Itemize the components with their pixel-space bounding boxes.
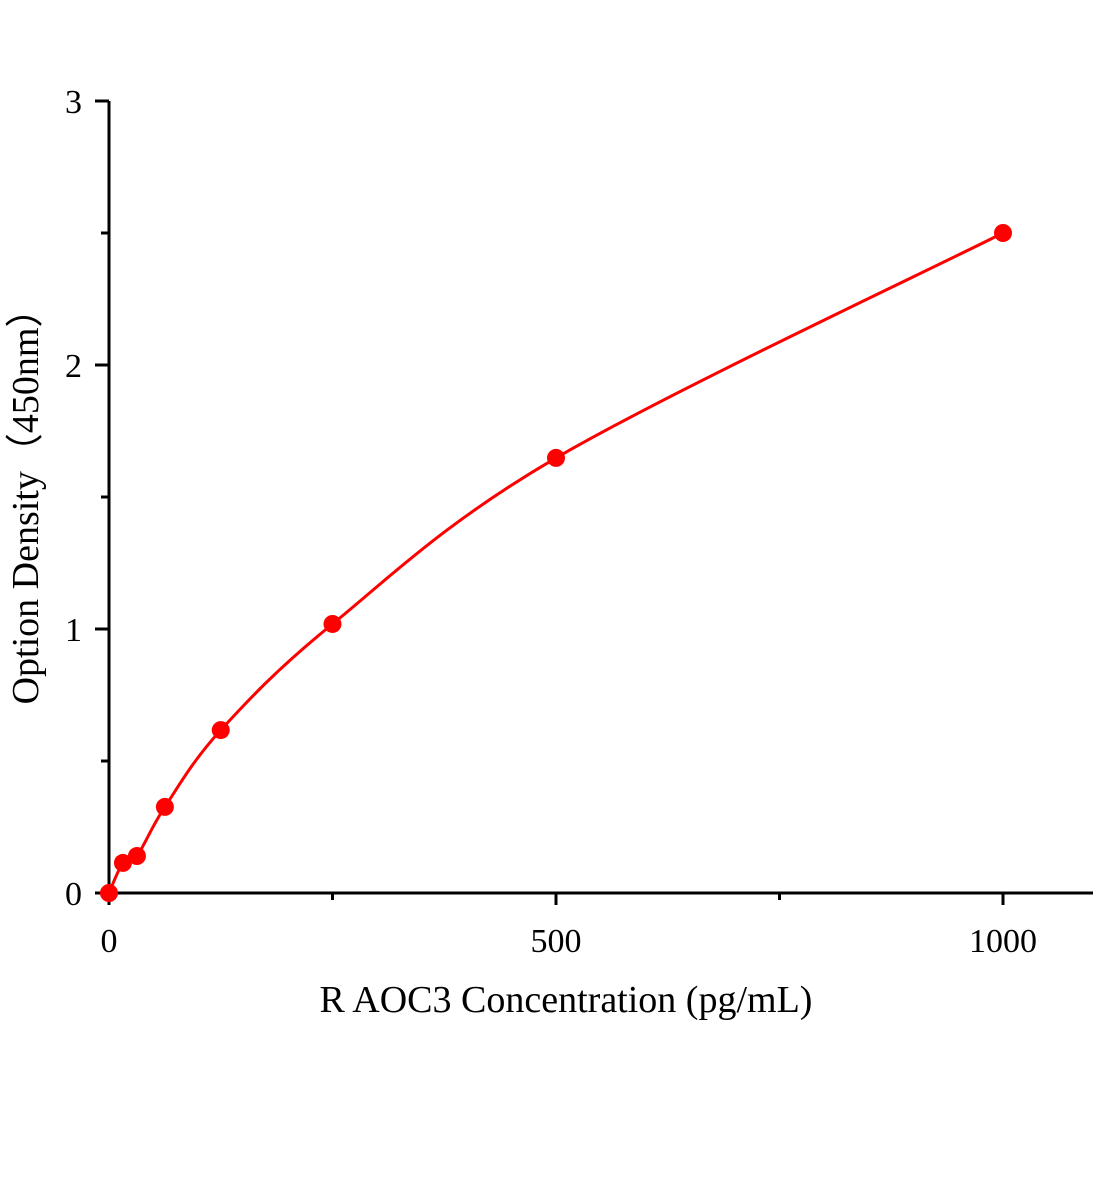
fit-curve [107,231,1004,894]
data-point [127,847,146,866]
y-tick-label: 0 [65,876,82,913]
y-tick-label: 2 [65,348,82,385]
data-points [100,224,1012,902]
data-point [547,448,565,467]
axes [107,101,1093,905]
x-axis-title: R AOC3 Concentration (pg/mL) [320,979,813,1021]
x-tick-label: 0 [101,923,118,960]
y-tick-label: 1 [65,612,82,649]
data-point [155,797,174,816]
y-axis-title: Option Density（450nm） [5,290,47,705]
data-point [323,614,342,633]
x-tick-label: 1000 [969,923,1037,960]
x-tick-label: 500 [531,923,582,960]
ticks: 0 500 1000 0 1 2 3 [65,84,1037,960]
data-point [100,884,118,902]
y-tick-label: 3 [65,84,82,121]
data-point [211,721,230,740]
data-point [994,224,1012,242]
data-point [113,853,132,872]
